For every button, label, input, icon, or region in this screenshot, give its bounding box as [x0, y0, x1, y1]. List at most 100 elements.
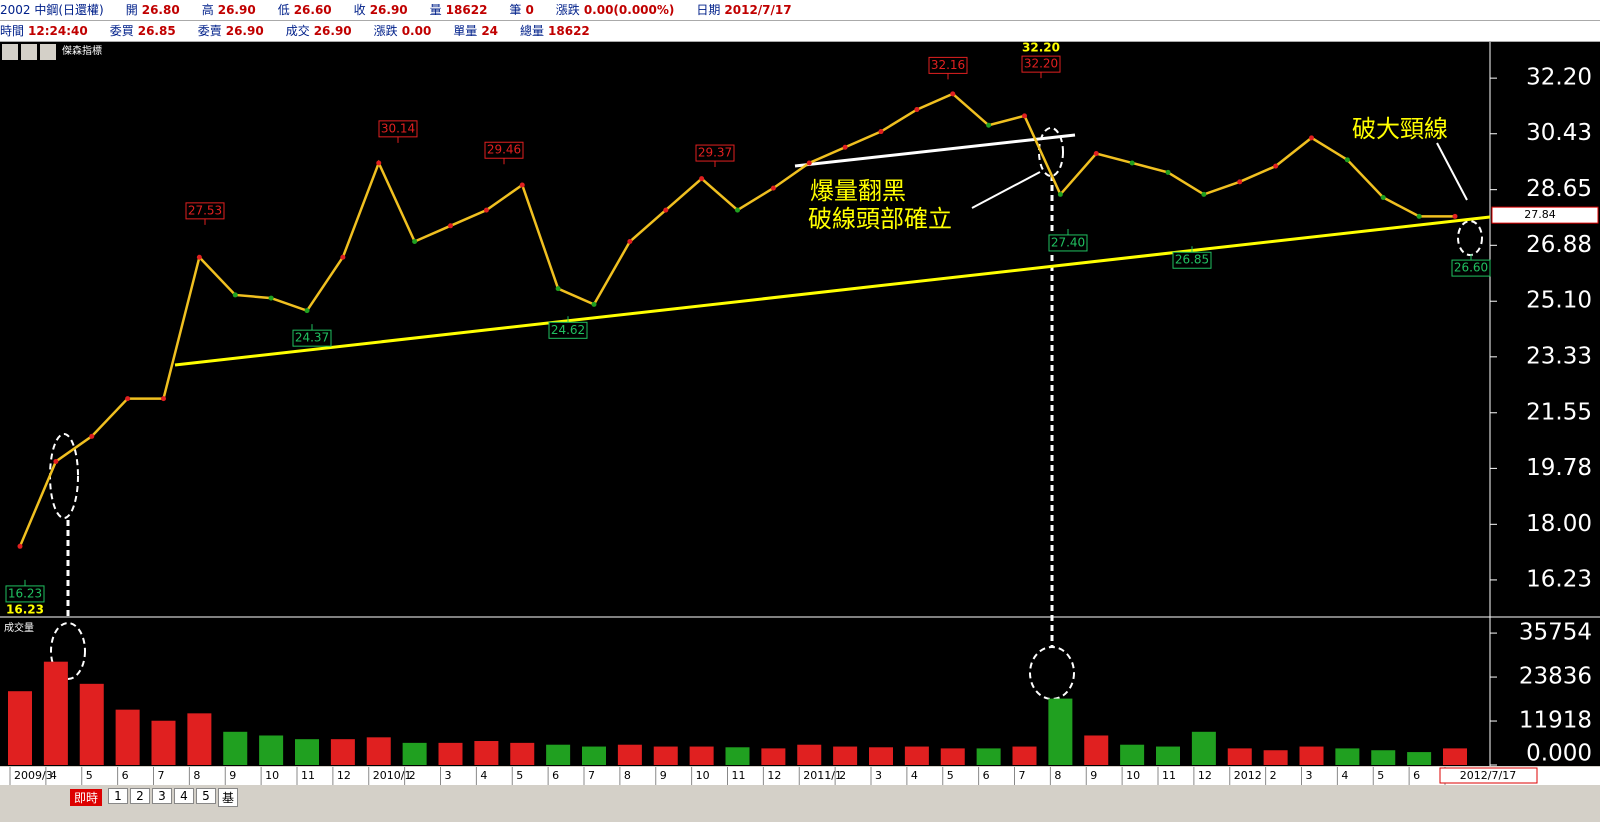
field-label: 高 — [201, 3, 214, 17]
volume-bar — [1443, 748, 1467, 765]
volume-bar — [223, 731, 248, 765]
status-bar: 即時 1 2 3 4 5 基 — [0, 787, 1600, 807]
price-point — [483, 207, 489, 213]
tab[interactable]: 基 — [218, 788, 238, 807]
volume-bar — [1084, 735, 1109, 765]
volume-bar — [115, 709, 140, 765]
x-tick-label: 7 — [1019, 769, 1026, 782]
field: 時間 12:24:40 — [0, 21, 88, 41]
field-value: 0.00 — [401, 24, 432, 38]
extreme-label: 26.60 — [1454, 261, 1488, 275]
volume-bar — [1371, 750, 1396, 765]
volume-bar — [79, 683, 104, 765]
volume-bar — [1407, 752, 1432, 765]
x-tick-label: 8 — [193, 769, 200, 782]
volume-bar — [976, 748, 1001, 765]
x-tick-label: 2012 — [1234, 769, 1262, 782]
annotation: 爆量翻黑 — [810, 177, 906, 205]
field: 單量 24 — [453, 21, 498, 41]
x-tick-label: 12 — [337, 769, 351, 782]
tab[interactable]: 5 — [196, 788, 216, 804]
extreme-label: 30.14 — [381, 121, 415, 135]
price-point — [448, 223, 453, 229]
price-point — [555, 286, 561, 292]
panel-title: 傑森指標 — [62, 44, 102, 57]
price-point — [663, 207, 669, 213]
field-value: 12:24:40 — [28, 24, 88, 38]
volume-bar — [1335, 748, 1360, 765]
volume-bar — [8, 691, 32, 765]
field-label: 收 — [353, 3, 366, 17]
field-value: 0 — [525, 3, 534, 17]
price-point — [412, 239, 418, 245]
field-label: 委賣 — [197, 24, 222, 38]
x-tick-label: 11 — [1162, 769, 1176, 782]
volume-bar — [330, 739, 355, 765]
price-point — [842, 144, 848, 150]
extreme-label: 16.23 — [8, 586, 42, 600]
volume-bar — [43, 661, 68, 765]
x-tick-label: 7 — [588, 769, 595, 782]
volume-bar — [546, 744, 571, 765]
price-point — [268, 295, 274, 301]
price-point — [1201, 191, 1207, 197]
field: 高 26.90 — [202, 0, 256, 20]
label-box — [1172, 251, 1212, 269]
tab[interactable]: 2 — [130, 788, 150, 804]
volume-bar — [1156, 746, 1180, 765]
price-point — [17, 543, 23, 549]
field: 漲跌 0.00(0.000%) — [556, 0, 675, 20]
x-tick-label: 9 — [1090, 769, 1097, 782]
volume-bar — [797, 744, 822, 765]
volume-bar — [474, 741, 499, 765]
x-tick-label: 5 — [86, 769, 93, 782]
price-point — [1380, 195, 1386, 201]
volume-bar — [1191, 731, 1216, 765]
price-point — [986, 122, 992, 128]
x-tick-label: 2009/3 — [14, 769, 53, 782]
y-tick-label: 18.00 — [1526, 511, 1592, 537]
extreme-label: 24.37 — [295, 331, 329, 345]
tab[interactable]: 1 — [108, 788, 128, 804]
label-box — [185, 202, 225, 220]
tab[interactable]: 3 — [152, 788, 172, 804]
field-label: 成交 — [285, 24, 310, 38]
volume-bar — [1227, 748, 1252, 765]
live-button[interactable]: 即時 — [70, 789, 103, 806]
x-tick-label: 5 — [1377, 769, 1384, 782]
price-point — [340, 254, 346, 260]
field-label: 單量 — [453, 24, 478, 38]
field-label: 筆 — [509, 3, 522, 17]
x-tick-label: 2 — [839, 769, 846, 782]
chart: 傑森指標 32.20 30.43 28.65 26.88 25.10 23.33 21.55 1… — [0, 42, 1600, 785]
annotation: 破線頭部確立 — [808, 205, 952, 233]
x-tick-label: 10 — [265, 769, 279, 782]
volume-bar — [761, 748, 786, 765]
label-box — [548, 321, 588, 339]
x-tick-label: 6 — [552, 769, 559, 782]
field: 漲跌 0.00 — [374, 21, 432, 41]
price-point — [1057, 191, 1063, 197]
price-point — [806, 160, 812, 166]
quote-bar: 2002 中鋼(日還權) 開 26.80 高 26.90 低 26.60 收 26.90 量 186… — [0, 0, 1600, 21]
volume-bar — [151, 720, 176, 765]
field-label: 量 — [429, 3, 442, 17]
field-label: 委買 — [109, 24, 134, 38]
field-value: 18622 — [548, 24, 590, 38]
x-tick-label: 3 — [875, 769, 882, 782]
field-value: 2012/7/17 — [724, 3, 792, 17]
price-point — [770, 185, 776, 191]
extreme-label: 27.40 — [1051, 235, 1085, 249]
price-point — [1273, 163, 1279, 169]
min-label: 16.23 — [6, 603, 44, 617]
field-label: 低 — [277, 3, 290, 17]
volume-bar — [510, 742, 535, 765]
extreme-label: 27.53 — [188, 203, 222, 217]
price-point — [519, 182, 525, 188]
annotation: 破大頸線 — [1352, 115, 1448, 143]
tab[interactable]: 4 — [174, 788, 194, 804]
volume-bar — [1299, 746, 1324, 765]
x-tick-label: 11 — [732, 769, 746, 782]
volume-bar — [366, 737, 391, 765]
